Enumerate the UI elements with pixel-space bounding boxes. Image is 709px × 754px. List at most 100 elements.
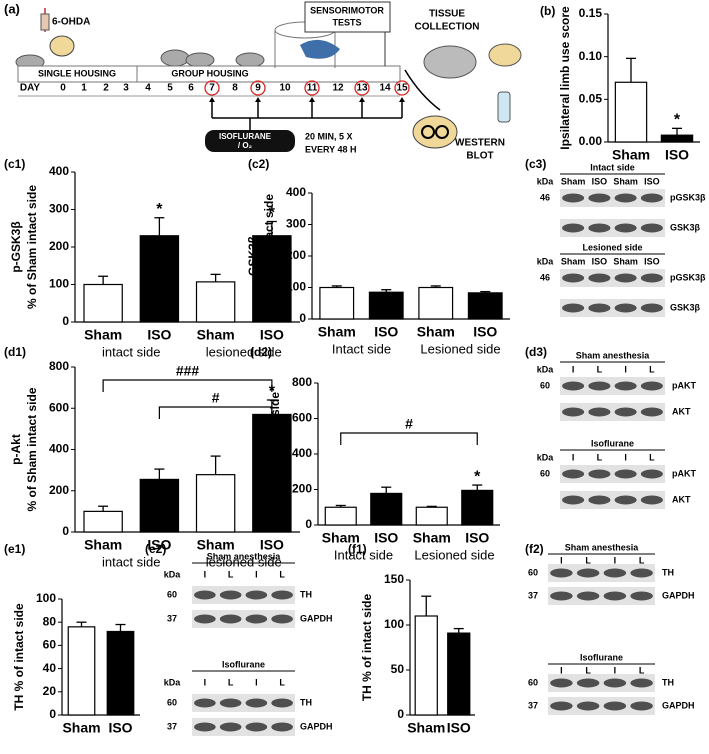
- group-label: intact side: [102, 554, 161, 569]
- significance-bracket: [158, 406, 273, 419]
- kda-header: kDa: [164, 569, 182, 579]
- group-label: Lesioned side: [420, 341, 500, 356]
- x-tick-label: ISO: [374, 324, 398, 340]
- kda-marker: 60: [167, 697, 177, 707]
- blot-band: [562, 469, 585, 479]
- y-axis-label: GSK3β: [246, 236, 260, 276]
- lane-label: L: [649, 364, 655, 374]
- bar: [324, 506, 357, 526]
- day: 9: [255, 83, 261, 94]
- blot-band: [562, 495, 585, 505]
- blot-band: [630, 568, 653, 578]
- bar: [368, 291, 404, 320]
- blot-band: [588, 193, 611, 203]
- blot-band: [576, 701, 600, 711]
- phase-label: SINGLE HOUSING: [38, 68, 116, 78]
- group-label: intact side: [102, 344, 161, 359]
- significance: *: [674, 112, 681, 129]
- significance: *: [269, 205, 276, 222]
- lane-label: I: [624, 364, 627, 374]
- blot-band: [640, 495, 663, 505]
- western-label: BLOT: [466, 151, 493, 162]
- kda-header: kDa: [537, 256, 555, 266]
- blot-band: [614, 223, 637, 233]
- x-tick-label: ISO: [147, 327, 171, 343]
- lane-label: I: [204, 569, 207, 579]
- day: 1: [81, 83, 87, 94]
- y-tick-label: 0: [49, 707, 56, 721]
- schedule-label: 20 MIN, 5 X: [305, 131, 353, 141]
- x-tick-label: Sham: [413, 530, 451, 546]
- protein-label: pGSK3β: [670, 272, 706, 282]
- blot-band: [245, 698, 268, 708]
- day-circle: [394, 80, 410, 96]
- kda-marker: 37: [528, 590, 538, 600]
- lane-label: Sham: [561, 176, 586, 186]
- group-label: Intact side: [332, 341, 391, 356]
- blot-band: [576, 568, 600, 578]
- blot-strip: [548, 674, 655, 692]
- blot-strip: [560, 189, 665, 207]
- y-tick-label: 800: [292, 375, 312, 389]
- blot-band: [640, 223, 663, 233]
- day: 6: [188, 83, 194, 94]
- collection-label: TISSUE: [429, 9, 465, 20]
- kda-header: kDa: [537, 176, 555, 186]
- panel-label: (e1): [4, 542, 25, 556]
- day: 12: [332, 83, 344, 94]
- blot-band: [588, 495, 611, 505]
- blot-band: [219, 722, 242, 732]
- blot-band: [588, 273, 611, 283]
- blot-band: [194, 614, 216, 624]
- x-tick-label: Sham: [318, 324, 356, 340]
- x-tick-label: ISO: [473, 324, 497, 340]
- timeline-diagram: (a) 6-OHDA SINGLE HOUSING GROUP HOUSING …: [4, 1, 522, 162]
- bar: [139, 235, 180, 323]
- panel-label: (f2): [525, 542, 544, 556]
- y-tick-label: 60: [43, 638, 57, 652]
- bar: [106, 630, 135, 716]
- blot-band: [245, 590, 268, 600]
- blot-strip: [560, 465, 665, 483]
- x-tick-label: ISO: [260, 537, 284, 553]
- day-circle: [250, 80, 266, 96]
- blot-band: [588, 381, 611, 391]
- kda-marker: 60: [528, 677, 538, 687]
- panel-label: (d3): [525, 345, 547, 359]
- kda-header: kDa: [164, 677, 182, 687]
- blot-band: [614, 381, 637, 391]
- blot-strip: [192, 694, 295, 712]
- mouse-icon: [423, 45, 477, 79]
- lane-label: I: [614, 555, 617, 565]
- kda-marker: 37: [528, 700, 538, 710]
- day: 5: [167, 83, 173, 94]
- blot-band: [550, 701, 573, 711]
- kda-marker: 37: [167, 613, 177, 623]
- group-label: lesioned side: [206, 554, 282, 569]
- y-tick-label: 100: [286, 280, 306, 294]
- blot-band: [603, 591, 627, 601]
- x-tick-label: ISO: [108, 720, 132, 736]
- blot-title: Sham anesthesia: [207, 551, 282, 561]
- anesthesia-label: / O₂: [238, 141, 253, 150]
- y-tick-label: 0: [299, 311, 306, 325]
- group-label: Lesioned side: [414, 547, 494, 562]
- y-tick-label: 0.05: [579, 92, 603, 106]
- lane-label: I: [572, 452, 575, 462]
- blot-title: Sham anesthesia: [565, 542, 640, 552]
- day: 8: [232, 83, 238, 94]
- blot-band: [588, 223, 611, 233]
- lane-label: ISO: [592, 176, 608, 186]
- kda-header: kDa: [537, 364, 555, 374]
- x-tick-label: Sham: [62, 720, 100, 736]
- lane-label: L: [649, 452, 655, 462]
- bar: [614, 81, 648, 143]
- days: 0 1 2 3 4 5 6 7 8 9 10 11 12 13 14 15: [60, 80, 410, 118]
- blot-band: [640, 303, 663, 313]
- protein-label: GSK3β: [670, 302, 701, 312]
- x-tick-label: Sham: [197, 537, 235, 553]
- protein-label: pAKT: [672, 468, 696, 478]
- panel-label: (c3): [525, 157, 546, 171]
- y-tick-label: 50: [391, 662, 405, 676]
